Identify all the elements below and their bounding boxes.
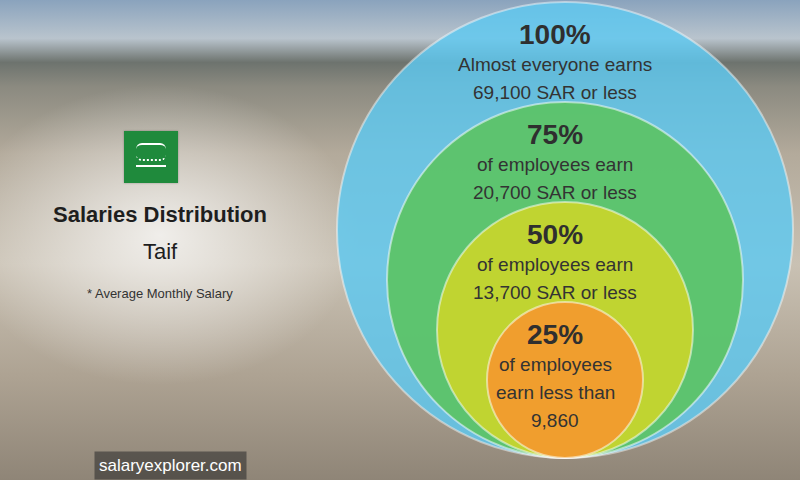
svg-text:9,860: 9,860 [531, 410, 579, 431]
svg-text:salaryexplorer.com: salaryexplorer.com [99, 456, 242, 475]
svg-text:of employees earn: of employees earn [477, 254, 633, 275]
svg-text:25%: 25% [527, 319, 583, 350]
svg-text:earn less than: earn less than [496, 382, 615, 403]
svg-text:13,700 SAR or less: 13,700 SAR or less [473, 282, 637, 303]
svg-text:of employees earn: of employees earn [477, 154, 633, 175]
svg-text:Salaries Distribution: Salaries Distribution [53, 202, 267, 227]
svg-text:of employees: of employees [499, 354, 612, 375]
svg-text:Taif: Taif [143, 239, 178, 264]
svg-text:50%: 50% [527, 219, 583, 250]
svg-text:69,100 SAR or less: 69,100 SAR or less [473, 82, 637, 103]
svg-text:20,700 SAR or less: 20,700 SAR or less [473, 182, 637, 203]
svg-text:75%: 75% [527, 119, 583, 150]
svg-text:Almost everyone earns: Almost everyone earns [458, 54, 652, 75]
svg-text:100%: 100% [519, 19, 591, 50]
svg-text:* Average Monthly Salary: * Average Monthly Salary [87, 286, 233, 301]
